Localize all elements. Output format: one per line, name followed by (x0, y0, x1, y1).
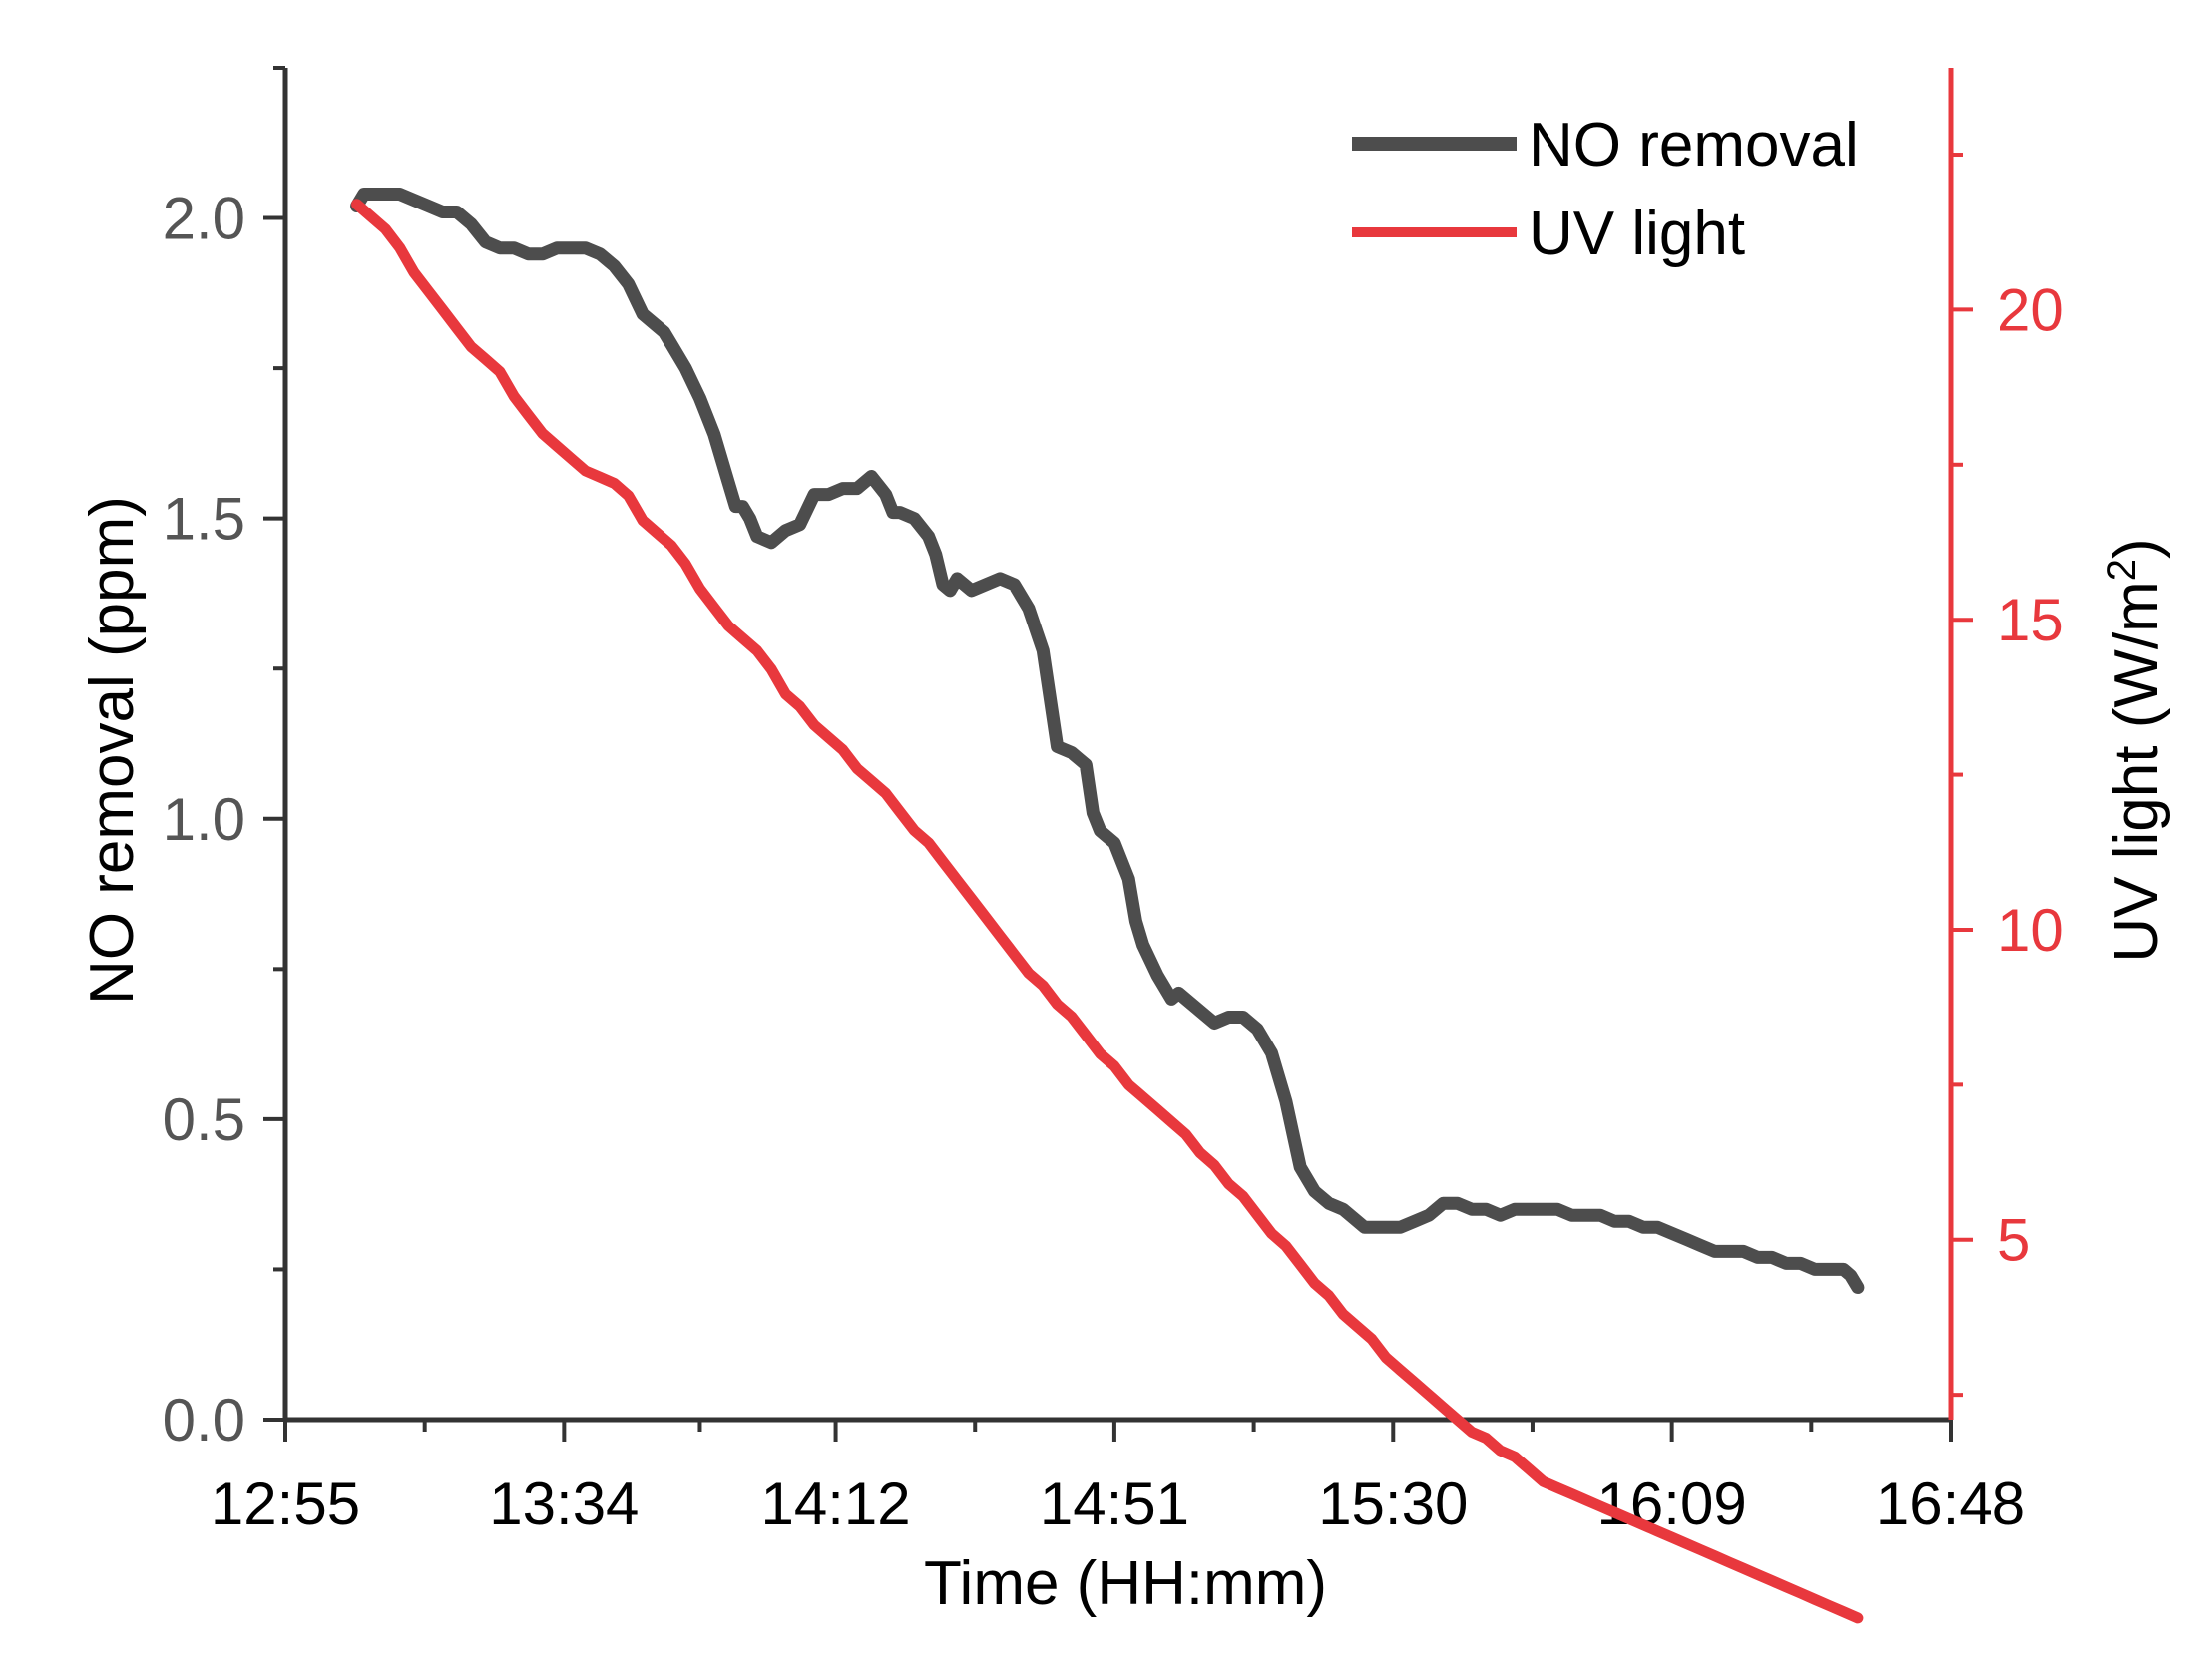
tick-labels: 12:55 13:34 14:12 14:51 15:30 16:09 16:48 0.0 0.… (163, 186, 2064, 1537)
x-tick-label: 14:12 (760, 1470, 910, 1537)
y2-tick-label: 10 (1997, 897, 2064, 964)
no-removal-line (350, 188, 1865, 1294)
y2-axis-title: UV light (W/m2) (2100, 538, 2171, 962)
y-tick-label: 1.5 (163, 486, 245, 553)
uv-light-line (351, 199, 1864, 1624)
y2-tick-label: 20 (1997, 276, 2064, 343)
y2-axis-title-superscript: 2 (2100, 559, 2144, 581)
x-axis-title: Time (HH:mm) (924, 1549, 1327, 1618)
x-tick-label: 16:48 (1876, 1470, 2025, 1537)
axes (282, 68, 1954, 1423)
x-tick-label: 15:30 (1318, 1470, 1468, 1537)
tick-marks (263, 66, 1973, 1442)
y2-tick-label: 15 (1997, 587, 2064, 653)
y-tick-label: 2.0 (163, 186, 245, 252)
y2-axis-title-end: ) (2102, 538, 2171, 559)
y-axis-title: NO removal (ppm) (78, 496, 147, 1005)
x-tick-label: 13:34 (489, 1470, 639, 1537)
y2-tick-label: 5 (1997, 1207, 2030, 1274)
y-tick-label: 0.5 (163, 1086, 245, 1153)
legend-label-uv-light: UV light (1529, 200, 1745, 268)
data-series (350, 188, 1865, 1624)
y2-axis-title-main: UV light (W/m (2102, 581, 2171, 962)
x-tick-label: 14:51 (1040, 1470, 1189, 1537)
legend: NO removal UV light (1352, 111, 1859, 268)
x-tick-label: 12:55 (211, 1470, 360, 1537)
y-tick-label: 0.0 (163, 1387, 245, 1454)
legend-label-no-removal: NO removal (1529, 111, 1859, 180)
x-tick-label: 16:09 (1597, 1470, 1747, 1537)
y-tick-label: 1.0 (163, 786, 245, 853)
